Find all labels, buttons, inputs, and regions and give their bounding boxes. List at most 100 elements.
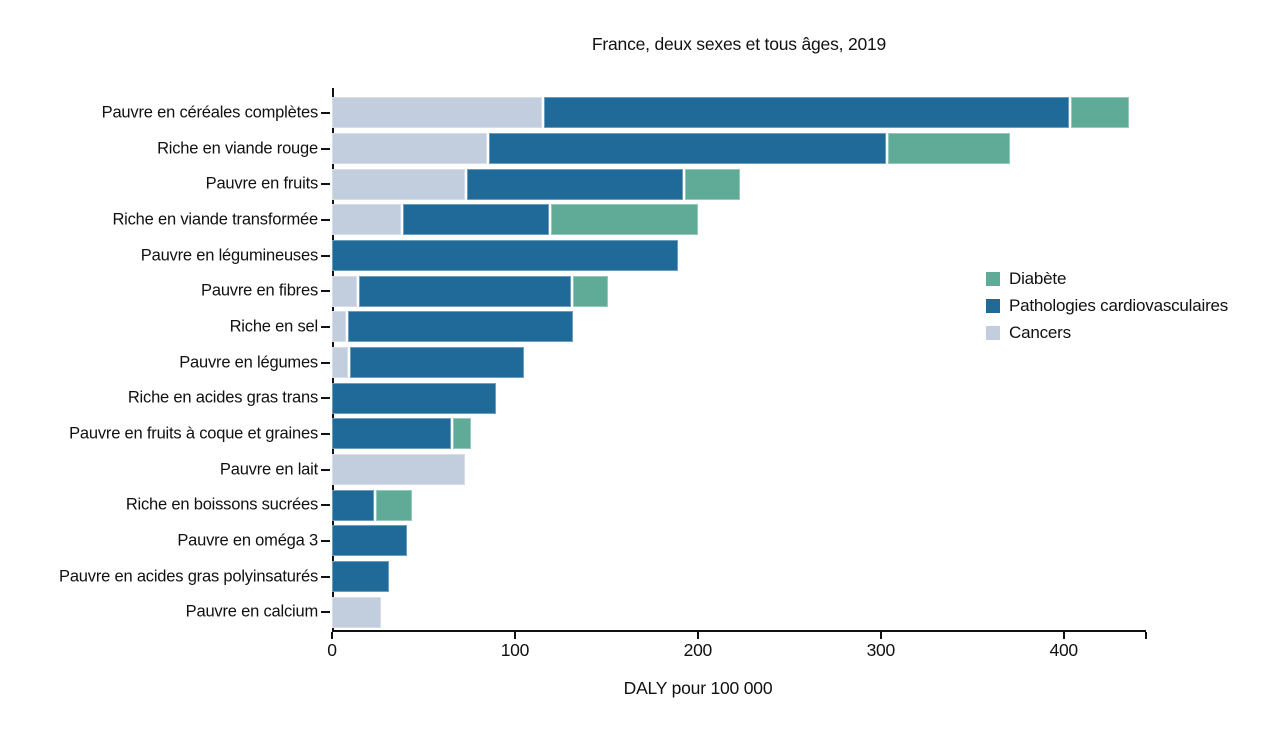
category-label: Pauvre en légumineuses (140, 246, 318, 264)
category-label: Riche en acides gras trans (127, 388, 318, 407)
bar-segment-pathologies-cardiovasculaires[interactable] (359, 275, 574, 307)
category-tick (321, 183, 330, 186)
category-tick (321, 575, 330, 578)
bar-segment-cancers[interactable] (332, 275, 360, 307)
bar-row (332, 489, 415, 521)
bar-row (332, 525, 409, 557)
bar-row (332, 240, 680, 271)
x-tick-label: 200 (683, 640, 713, 660)
x-axis: 0 100 200 300 400 (327, 630, 1147, 660)
bar-segment-pathologies-cardiovasculaires[interactable] (332, 418, 453, 450)
category-label: Pauvre en fruits à coque et graines (69, 424, 318, 443)
bar-segment-pathologies-cardiovasculaires[interactable] (332, 489, 376, 521)
legend-swatch (986, 271, 1000, 286)
category-label: Pauvre en fruits (205, 174, 319, 193)
bar-segment-diabete[interactable] (551, 204, 700, 236)
category-tick (321, 290, 330, 293)
bar-row (332, 418, 473, 450)
x-axis-end-tick (1145, 632, 1147, 639)
legend-swatch (986, 298, 1000, 313)
x-tick (1062, 632, 1065, 639)
category-label: Pauvre en fibres (201, 281, 318, 300)
x-tick-label: 300 (866, 640, 896, 660)
category-tick (321, 218, 330, 221)
category-tick (321, 504, 330, 507)
category-tick (321, 611, 330, 614)
bar-row (332, 97, 1132, 129)
category-tick (321, 539, 330, 542)
category-tick (321, 397, 330, 400)
bar-row (332, 596, 384, 628)
bar-segment-pathologies-cardiovasculaires[interactable] (467, 168, 686, 200)
category-tick (321, 361, 330, 364)
bar-segment-cancers[interactable] (332, 97, 545, 129)
bar-segment-pathologies-cardiovasculaires[interactable] (348, 311, 576, 343)
x-tick-label: 100 (500, 640, 530, 660)
category-label: Pauvre en légumes (179, 353, 318, 371)
category-tick (321, 111, 330, 114)
bar-row (332, 454, 468, 485)
category-label: Pauvre en oméga 3 (177, 531, 318, 550)
bar-row (332, 382, 499, 414)
bar-segment-pathologies-cardiovasculaires[interactable] (332, 561, 391, 592)
bar-segment-cancers[interactable] (332, 347, 351, 378)
bar-segment-pathologies-cardiovasculaires[interactable] (332, 525, 409, 557)
bar-segment-cancers[interactable] (332, 168, 468, 200)
bar-segment-cancers[interactable] (332, 454, 468, 485)
category-label: Pauvre en acides gras polyinsaturés (59, 567, 318, 585)
bar-segment-pathologies-cardiovasculaires[interactable] (332, 240, 680, 271)
category-label: Riche en sel (229, 317, 319, 336)
legend: Diabète Pathologies cardiovasculaires Canc… (986, 265, 1228, 346)
category-tick (321, 147, 330, 150)
category-label: Riche en viande rouge (157, 139, 318, 157)
bar-segment-pathologies-cardiovasculaires[interactable] (403, 204, 552, 236)
bar-segment-cancers[interactable] (332, 596, 384, 628)
category-label: Pauvre en lait (219, 460, 318, 478)
category-labels: Pauvre en céréales complètes Riche en via… (0, 95, 318, 630)
legend-label: Pathologies cardiovasculaires (1009, 295, 1229, 315)
bar-row (332, 311, 576, 343)
bar-segment-cancers[interactable] (332, 204, 404, 236)
legend-label: Cancers (1009, 322, 1071, 342)
category-label: Riche en viande transformée (112, 210, 318, 229)
legend-item-pathologies-cardiovasculaires[interactable]: Pathologies cardiovasculaires (986, 292, 1228, 319)
x-tick-label: 0 (327, 640, 337, 660)
bar-segment-cancers[interactable] (332, 133, 490, 164)
bar-segment-diabete[interactable] (685, 168, 742, 200)
category-tick (321, 432, 330, 435)
bar-segment-diabete[interactable] (452, 418, 473, 450)
category-tick (321, 468, 330, 471)
chart-title: France, deux sexes et tous âges, 2019 (591, 34, 887, 54)
bar-segment-diabete[interactable] (888, 133, 1013, 164)
x-tick-label: 400 (1049, 640, 1079, 660)
category-label: Pauvre en calcium (185, 602, 319, 621)
x-tick (331, 632, 333, 639)
category-tick (321, 325, 330, 328)
bar-segment-cancers[interactable] (332, 311, 349, 343)
x-axis-label: DALY pour 100 000 (623, 678, 773, 698)
legend-item-diabete[interactable]: Diabète (986, 265, 1228, 292)
bar-segment-pathologies-cardiovasculaires[interactable] (489, 133, 889, 164)
bar-row (332, 561, 391, 592)
x-tick (696, 632, 699, 639)
bar-row (332, 275, 611, 307)
legend-label: Diabète (1009, 268, 1067, 288)
category-label: Riche en boissons sucrées (125, 495, 318, 514)
category-label: Pauvre en céréales complètes (101, 103, 319, 122)
bar-segment-pathologies-cardiovasculaires[interactable] (332, 382, 499, 414)
x-tick (879, 632, 882, 639)
bar-segment-pathologies-cardiovasculaires[interactable] (544, 97, 1071, 129)
bar-segment-diabete[interactable] (375, 489, 415, 521)
bar-row (332, 133, 1013, 164)
bar-row (332, 347, 526, 378)
bar-segment-pathologies-cardiovasculaires[interactable] (350, 347, 526, 378)
legend-item-cancers[interactable]: Cancers (986, 319, 1228, 346)
legend-swatch (986, 325, 1000, 340)
bar-row (332, 168, 742, 200)
category-tick (321, 254, 330, 257)
x-tick (513, 632, 516, 639)
bar-segment-diabete[interactable] (1071, 97, 1132, 129)
bar-row (332, 204, 700, 236)
bar-segment-diabete[interactable] (573, 275, 611, 307)
